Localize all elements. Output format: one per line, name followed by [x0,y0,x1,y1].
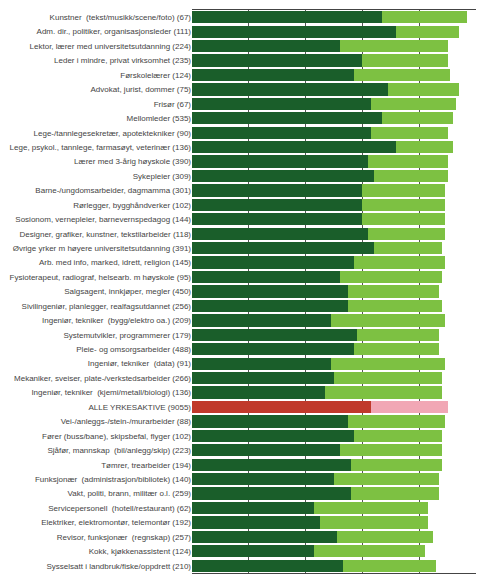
svg-text:Leder i mindre, privat virksom: Leder i mindre, privat virksomhet (235) [54,56,191,65]
svg-text:Fysioterapeut, radiograf, hels: Fysioterapeut, radiograf, helsearb. m hø… [10,273,192,282]
svg-text:Mekaniker, sveiser, plate-/ver: Mekaniker, sveiser, plate-/verkstedsarbe… [14,374,191,383]
svg-text:Elektriker, elektromontør, tel: Elektriker, elektromontør, telemontør (1… [41,518,191,527]
svg-text:Kokk, kjøkkenassistent (124): Kokk, kjøkkenassistent (124) [89,547,192,556]
svg-text:Funksjonær (administrasjon/bi: Funksjonær (administrasjon/bibliotek) (1… [35,475,191,484]
svg-text:Frisør (67): Frisør (67) [154,100,192,109]
svg-text:Førskolelærer (124): Førskolelærer (124) [120,71,191,80]
svg-text:Arb. med info, marked, idrett,: Arb. med info, marked, idrett, religion … [39,258,191,267]
svg-text:Sivilingeniør, planlegger, rea: Sivilingeniør, planlegger, realfagsutdan… [22,302,192,311]
svg-text:Rørlegger, bygghåndverker (102: Rørlegger, bygghåndverker (102) [73,201,191,210]
svg-text:ALLE YRKESAKTIVE (9055): ALLE YRKESAKTIVE (9055) [88,403,191,412]
svg-text:Sysselsatt i landbruk/fiske/op: Sysselsatt i landbruk/fiske/oppdrett (21… [46,562,191,571]
svg-text:Sosionom, vernepleier, barneve: Sosionom, vernepleier, barnevernspedagog… [15,215,191,224]
svg-text:Lege-/tannlegesekretær, apotek: Lege-/tannlegesekretær, apotektekniker (… [34,129,192,138]
svg-text:Designer, grafiker, kunstner,: Designer, grafiker, kunstner, tekstilarb… [20,230,192,239]
svg-text:Servicepersonell (hotell/rest: Servicepersonell (hotell/restaurant) (62… [48,504,191,513]
svg-text:Salgsagent, innkjøper, megler: Salgsagent, innkjøper, megler (450) [64,287,191,296]
svg-text:Revisor, funksjonær (regnskap: Revisor, funksjonær (regnskap) (257) [57,533,192,542]
svg-text:Kunstner (tekst/musikk/scene/: Kunstner (tekst/musikk/scene/foto) (67) [50,13,192,22]
svg-text:Barne-/ungdomsarbeider, dagmam: Barne-/ungdomsarbeider, dagmamma (301) [35,186,191,195]
svg-text:Sykepleier (309): Sykepleier (309) [133,172,192,181]
svg-text:Lektor, lærer med universitets: Lektor, lærer med universitetsutdanning … [30,42,192,51]
svg-text:Ingeniør, tekniker (bygg/elek: Ingeniør, tekniker (bygg/elektro oa.) (2… [42,316,191,325]
svg-text:Sjåfør, mannskap (bil/anlegg/: Sjåfør, mannskap (bil/anlegg/skip) (223) [47,446,191,455]
svg-text:Advokat, jurist, dommer (75): Advokat, jurist, dommer (75) [91,85,192,94]
svg-text:Fører (buss/bane), skipsbefal,: Fører (buss/bane), skipsbefal, flyger (1… [42,432,191,441]
svg-text:Adm. dir., politiker, organisa: Adm. dir., politiker, organisasjonsleder… [37,27,192,36]
svg-text:Ingeniør, tekniker (data) (91: Ingeniør, tekniker (data) (91) [88,359,191,368]
svg-text:Vakt, politi, brann, militær o: Vakt, politi, brann, militær o.l. (259) [68,489,192,498]
svg-text:Lærer med 3-årig høyskole (390: Lærer med 3-årig høyskole (390) [74,157,191,166]
svg-text:Ingeniør, tekniker (kjemi/met: Ingeniør, tekniker (kjemi/metall/biologi… [31,388,191,397]
svg-text:Tømrer, trearbeider (194): Tømrer, trearbeider (194) [101,461,191,470]
svg-text:Systemutvikler, programmerer (: Systemutvikler, programmerer (179) [63,331,191,340]
svg-text:Mellomleder (535): Mellomleder (535) [127,114,192,123]
svg-text:Lege, psykol., tannlege, farma: Lege, psykol., tannlege, farmasøyt, vete… [10,143,192,152]
svg-text:Vei-/anleggs-/stein-/murarbeid: Vei-/anleggs-/stein-/murarbeider (88) [61,417,192,426]
svg-text:Øvrige yrker m høyere universi: Øvrige yrker m høyere universitetsutdann… [13,244,192,253]
svg-text:Pleie- og omsorgsarbeider (488: Pleie- og omsorgsarbeider (488) [76,345,191,354]
